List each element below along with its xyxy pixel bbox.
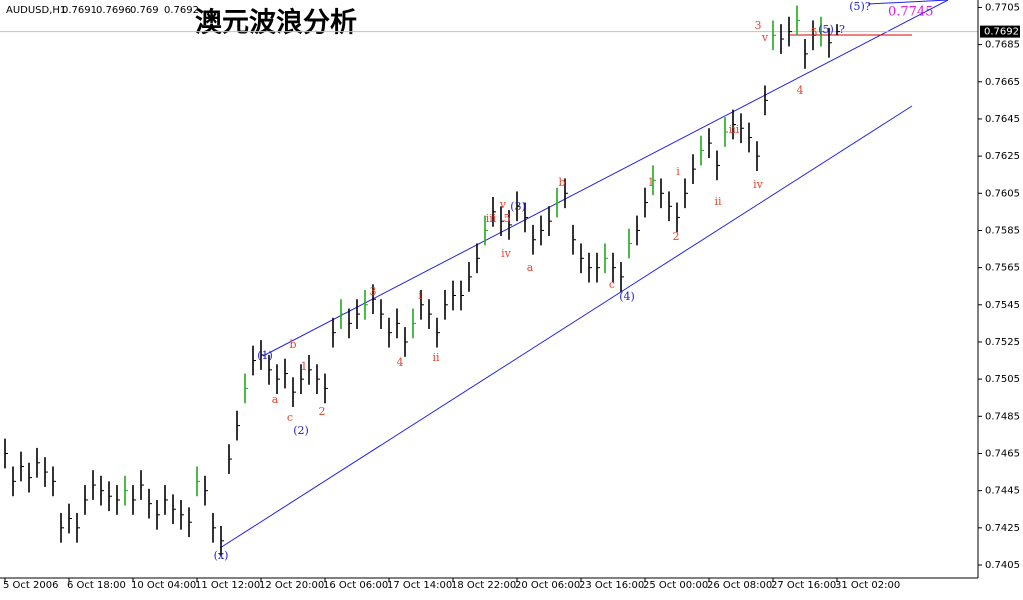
wave-label: (x) (214, 549, 229, 562)
y-tick-label: 0.7705 (985, 2, 1020, 13)
wave-label: 5 (504, 212, 511, 225)
channel-upper (262, 0, 949, 357)
y-tick-label: 0.7685 (985, 40, 1020, 51)
wave-label: b (558, 176, 565, 189)
wave-label: iv (753, 178, 764, 191)
wave-label: 1 (648, 176, 655, 189)
wave-label: i (676, 165, 680, 178)
wave-label: (5)? (849, 0, 871, 13)
y-tick-label: 0.7585 (985, 225, 1020, 236)
x-tick-label: 6 Oct 18:00 (67, 580, 126, 591)
x-tick-label: 12 Oct 20:00 (259, 580, 324, 591)
wave-label: 3 (755, 19, 762, 32)
y-tick-label: 0.7525 (985, 337, 1020, 348)
wave-label: ii (714, 195, 722, 208)
x-tick-label: 5 Oct 2006 (3, 580, 58, 591)
wave-label: b (289, 338, 296, 351)
y-tick-label: 0.7605 (985, 188, 1020, 199)
wave-label: v (499, 198, 507, 211)
y-tick-label: 0.7445 (985, 486, 1020, 497)
price-box (980, 25, 1020, 38)
wave-label: (5) (818, 23, 834, 36)
header-value: 0.769 (130, 5, 159, 16)
wave-label: (4) (619, 290, 635, 303)
symbol: AUDUSD,H1 (6, 5, 66, 16)
wave-label: iii (729, 123, 740, 136)
price-label: 0.7692 (984, 27, 1019, 38)
wave-label: (1) (257, 349, 273, 362)
header-value: 0.7692 (164, 5, 199, 16)
wave-label: i (418, 289, 422, 302)
y-tick-label: 0.7405 (985, 560, 1020, 571)
x-tick-label: 18 Oct 22:00 (451, 580, 516, 591)
y-tick-label: 0.7565 (985, 263, 1020, 274)
y-tick-label: 0.7625 (985, 151, 1020, 162)
channel-top (867, 0, 949, 5)
wave-label: 4 (397, 356, 404, 369)
channel-lower (219, 105, 913, 549)
wave-label: a (272, 393, 279, 406)
wave-label: ? (839, 23, 845, 36)
x-tick-label: 16 Oct 06:00 (323, 580, 388, 591)
y-tick-label: 0.7665 (985, 77, 1020, 88)
wave-label: c (609, 278, 615, 291)
wave-label: iv (501, 247, 512, 260)
wave-label: ii (432, 351, 440, 364)
x-tick-label: 23 Oct 16:00 (579, 580, 644, 591)
wave-label: (3) (510, 200, 526, 213)
header-value: 0.7691 (62, 5, 97, 16)
y-tick-label: 0.7425 (985, 523, 1020, 534)
x-tick-label: 17 Oct 14:00 (387, 580, 452, 591)
wave-label: c (287, 411, 293, 424)
price-highlight: 0.7745 (888, 5, 934, 20)
x-tick-label: 10 Oct 04:00 (131, 580, 196, 591)
y-tick-label: 0.7505 (985, 374, 1020, 385)
wave-label: 3 (370, 285, 377, 298)
wave-label: v (761, 31, 769, 44)
wave-label: 1 (301, 360, 308, 373)
wave-label: iii (486, 212, 497, 225)
x-tick-label: 27 Oct 16:00 (771, 580, 836, 591)
x-tick-label: 31 Oct 02:00 (835, 580, 900, 591)
wave-label: 2 (319, 405, 326, 418)
x-tick-label: 25 Oct 00:00 (643, 580, 708, 591)
wave-label: a (527, 261, 534, 274)
wave-label: 4 (797, 84, 804, 97)
wave-label: 5 (811, 26, 818, 39)
y-tick-label: 0.7545 (985, 300, 1020, 311)
chart-title: 澳元波浪分析 (195, 7, 357, 39)
y-tick-label: 0.7485 (985, 411, 1020, 422)
x-tick-label: 11 Oct 12:00 (195, 580, 260, 591)
y-tick-label: 0.7645 (985, 114, 1020, 125)
x-tick-label: 20 Oct 06:00 (515, 580, 580, 591)
y-tick-label: 0.7465 (985, 448, 1020, 459)
x-tick-label: 26 Oct 08:00 (707, 580, 772, 591)
wave-label: (2) (293, 424, 309, 437)
header-value: 0.7696 (96, 5, 131, 16)
wave-label: 2 (673, 230, 680, 243)
